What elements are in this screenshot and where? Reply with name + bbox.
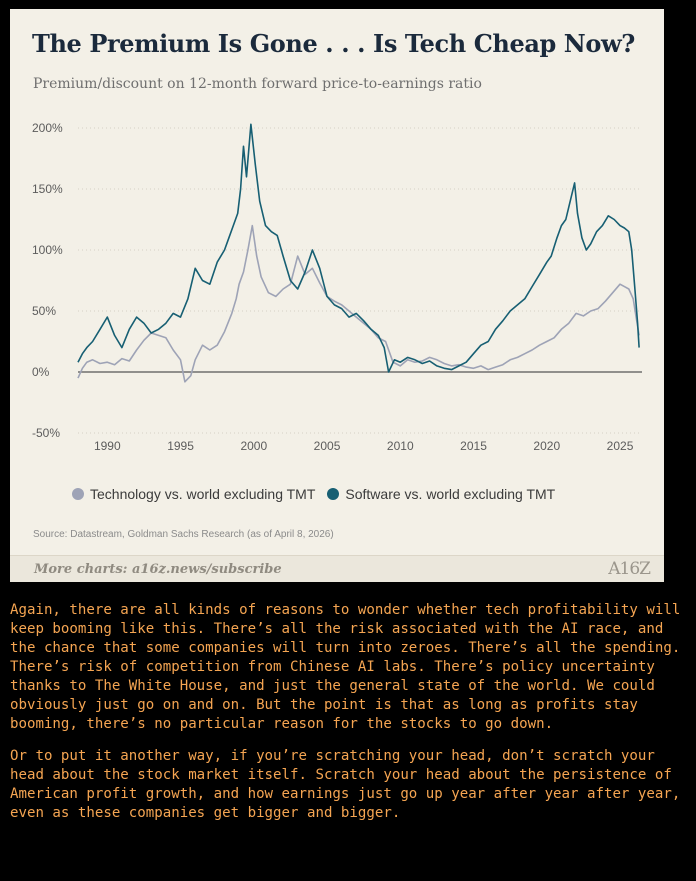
series-lines xyxy=(77,123,640,383)
y-tick-label: 200% xyxy=(32,121,63,135)
article-body: Again, there are all kinds of reasons to… xyxy=(10,601,690,836)
x-tick-label: 2000 xyxy=(240,439,267,453)
more-charts-link[interactable]: More charts: a16z.news/subscribe xyxy=(34,562,282,577)
article-paragraph-1: Again, there are all kinds of reasons to… xyxy=(10,602,681,732)
chart-card: The Premium Is Gone . . . Is Tech Cheap … xyxy=(10,9,664,582)
y-tick-label: 50% xyxy=(32,304,56,318)
x-tick-label: 1995 xyxy=(167,439,194,453)
y-tick-label: 100% xyxy=(32,243,63,257)
x-tick-label: 2005 xyxy=(314,439,341,453)
legend-item-software: Software vs. world excluding TMT xyxy=(327,486,555,502)
chart-subtitle: Premium/discount on 12-month forward pri… xyxy=(33,76,482,92)
chart-source: Source: Datastream, Goldman Sachs Resear… xyxy=(33,529,334,540)
x-tick-label: 2025 xyxy=(607,439,634,453)
y-axis-ticks: -50% 0% 50% 100% 150% 200% xyxy=(32,121,63,440)
a16z-logo: A16Z xyxy=(608,559,651,579)
legend-item-technology: Technology vs. world excluding TMT xyxy=(72,486,315,502)
x-tick-label: 2015 xyxy=(460,439,487,453)
chart-footer: More charts: a16z.news/subscribe A16Z xyxy=(10,555,664,582)
legend-swatch-software xyxy=(327,488,340,500)
article-paragraph-2: Or to put it another way, if you’re scra… xyxy=(10,748,681,821)
legend-label-software: Software vs. world excluding TMT xyxy=(345,486,556,502)
y-tick-label: 0% xyxy=(32,365,50,379)
legend-label-technology: Technology vs. world excluding TMT xyxy=(90,486,316,502)
chart-title: The Premium Is Gone . . . Is Tech Cheap … xyxy=(32,29,635,58)
gridlines xyxy=(78,127,642,434)
line-chart: -50% 0% 50% 100% 150% 200% 1990 1995 2000 2005 20… xyxy=(32,121,642,453)
x-axis-ticks: 1990 1995 2000 2005 2010 2015 2020 2025 xyxy=(94,439,634,453)
x-tick-label: 2010 xyxy=(387,439,414,453)
y-tick-label: -50% xyxy=(32,426,60,440)
legend-swatch-technology xyxy=(72,488,84,500)
chart-legend: Technology vs. world excluding TMT Softw… xyxy=(72,486,567,502)
y-tick-label: 150% xyxy=(32,182,63,196)
x-tick-label: 2020 xyxy=(533,439,560,453)
series-line-technology xyxy=(77,224,640,383)
series-line-software xyxy=(77,123,640,373)
x-tick-label: 1990 xyxy=(94,439,121,453)
